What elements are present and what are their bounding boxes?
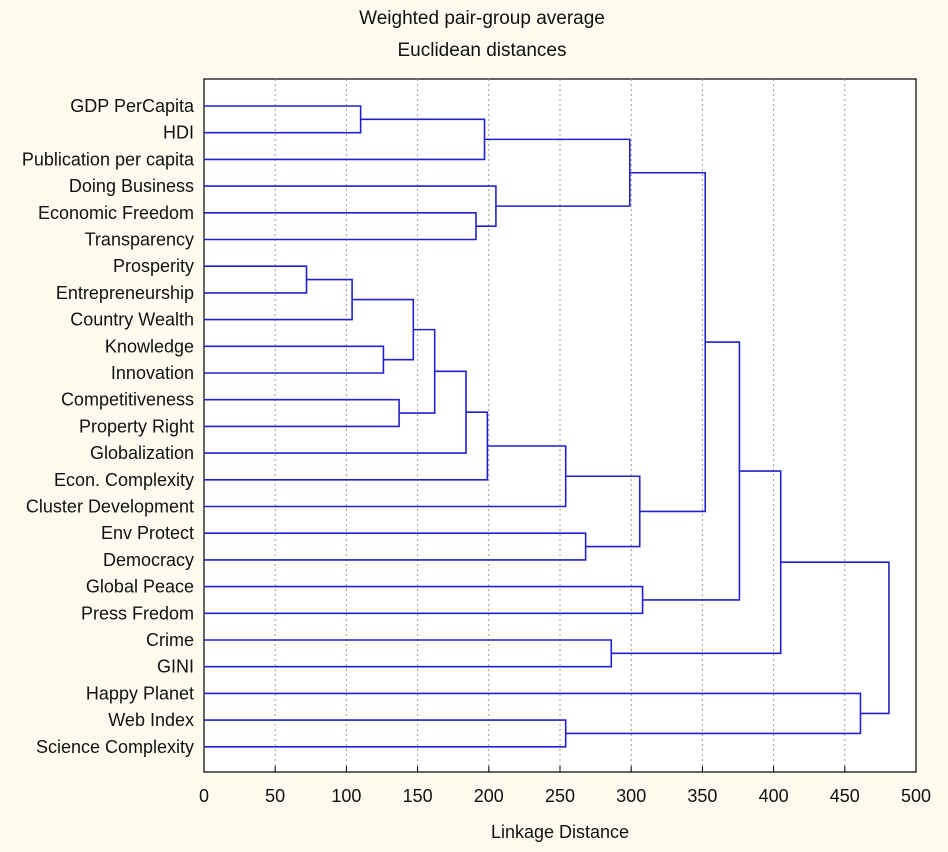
x-tick-label: 200	[474, 786, 504, 806]
leaf-label: Prosperity	[113, 256, 194, 276]
chart-title: Weighted pair-group average	[359, 8, 605, 29]
leaf-label: Env Protect	[101, 523, 194, 543]
x-tick-label: 150	[403, 786, 433, 806]
leaf-label: Entrepreneurship	[56, 283, 194, 303]
leaf-label: GINI	[157, 657, 194, 677]
leaf-label: Press Fredom	[81, 603, 194, 623]
x-tick-label: 450	[830, 786, 860, 806]
leaf-label: Cluster Development	[26, 497, 194, 517]
grid-lines	[274, 79, 846, 772]
leaf-label: Democracy	[103, 550, 194, 570]
chart-subtitle: Euclidean distances	[398, 40, 567, 61]
leaf-label: Doing Business	[69, 176, 194, 196]
x-tick-label: 0	[199, 786, 209, 806]
leaf-label: Economic Freedom	[38, 203, 194, 223]
leaf-label: Crime	[146, 630, 194, 650]
leaf-label: Global Peace	[86, 577, 194, 597]
leaf-label: Competitiveness	[61, 390, 194, 410]
dendrogram-link	[780, 561, 890, 715]
x-tick-label: 50	[265, 786, 285, 806]
leaf-label: Publication per capita	[22, 149, 195, 169]
leaf-label: Innovation	[111, 363, 194, 383]
leaf-label: Science Complexity	[36, 737, 194, 757]
x-axis-label: Linkage Distance	[491, 822, 629, 842]
x-tick-label: 500	[901, 786, 931, 806]
leaf-label: Happy Planet	[86, 683, 194, 703]
leaf-label: GDP PerCapita	[70, 96, 195, 116]
leaf-label: Knowledge	[105, 336, 194, 356]
leaf-label: Country Wealth	[70, 310, 194, 330]
leaf-label: Transparency	[85, 230, 194, 250]
leaf-label: Web Index	[108, 710, 194, 730]
leaf-label: HDI	[163, 123, 194, 143]
x-tick-label: 400	[759, 786, 789, 806]
leaf-label: Econ. Complexity	[54, 470, 194, 490]
leaf-labels: GDP PerCapita HDI Publication per capita Do…	[22, 96, 195, 757]
leaf-label: Globalization	[90, 443, 194, 463]
x-tick-label: 300	[616, 786, 646, 806]
x-axis-ticks: 0 50 100 150 200 250 300 350 400 450 500	[199, 766, 931, 806]
x-tick-label: 250	[545, 786, 575, 806]
leaf-label: Property Right	[79, 416, 194, 436]
x-tick-label: 100	[331, 786, 361, 806]
x-tick-label: 350	[687, 786, 717, 806]
dendrogram-links	[204, 105, 890, 748]
